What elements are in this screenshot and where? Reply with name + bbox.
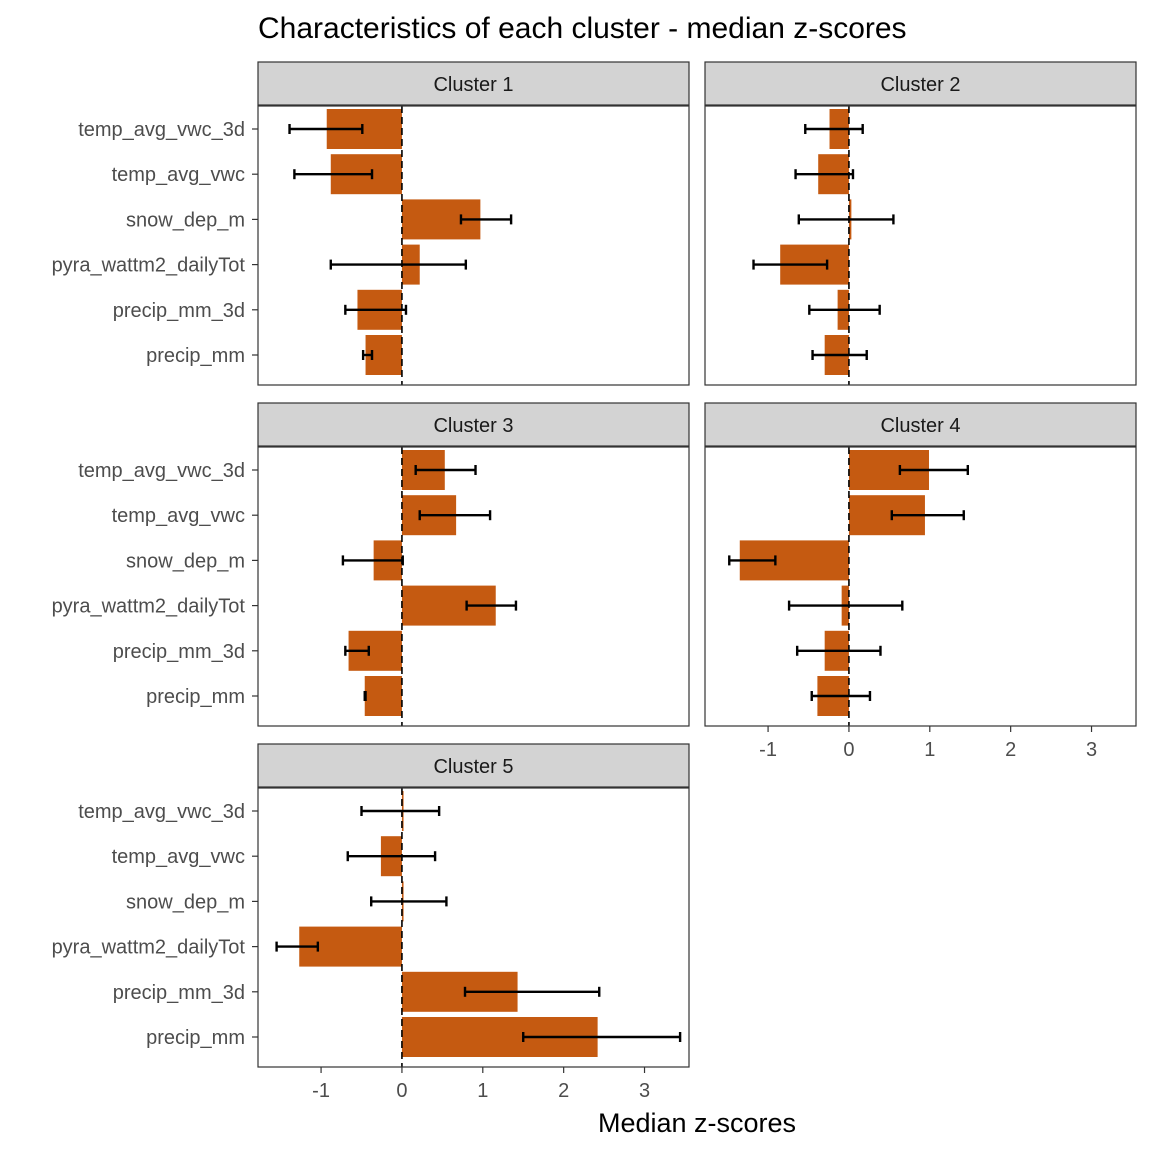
- error-bar: [797, 214, 895, 225]
- facet-strip: [257, 61, 690, 106]
- x-tick-label: -1: [759, 739, 777, 761]
- y-tick-label: precip_mm: [146, 686, 245, 708]
- y-tick-label: temp_avg_vwc_3d: [78, 801, 245, 823]
- facet-strip-label: Cluster 4: [880, 415, 960, 437]
- error-bar: [344, 645, 370, 656]
- facets-layer: Cluster 1temp_avg_vwc_3dtemp_avg_vwcsnow…: [52, 61, 1137, 1068]
- error-bar: [728, 555, 777, 566]
- facet-strip-label: Cluster 3: [433, 415, 513, 437]
- facet-panel-background: [258, 106, 689, 385]
- y-tick-label: temp_avg_vwc: [112, 505, 245, 527]
- y-tick-label: pyra_wattm2_dailyTot: [52, 255, 246, 277]
- facet-strip: [257, 402, 690, 447]
- error-bar: [522, 1032, 682, 1042]
- y-tick-label: precip_mm: [146, 1027, 245, 1049]
- y-tick-label: temp_avg_vwc: [112, 164, 245, 186]
- chart-title: Characteristics of each cluster - median…: [258, 12, 907, 45]
- facet-panel-border: [704, 446, 1137, 727]
- error-bar: [890, 510, 965, 521]
- x-tick-label: 3: [1086, 739, 1097, 761]
- y-tick-label: pyra_wattm2_dailyTot: [52, 596, 246, 618]
- facet-panel-border: [257, 787, 690, 1068]
- facet-panel-border: [257, 105, 690, 386]
- y-tick-label: precip_mm_3d: [113, 300, 245, 322]
- error-bar: [360, 806, 441, 816]
- x-tick-label: -1: [312, 1080, 330, 1102]
- error-bar: [418, 510, 492, 521]
- error-bar: [795, 645, 882, 656]
- facet-panel: Cluster 2: [704, 61, 1137, 386]
- y-tick-label: precip_mm_3d: [113, 982, 245, 1004]
- x-tick-label: 1: [477, 1080, 488, 1102]
- x-axis-title: Median z-scores: [598, 1108, 796, 1138]
- error-bar: [329, 259, 468, 270]
- error-bar: [341, 555, 404, 566]
- bar: [364, 676, 402, 716]
- error-bar: [752, 259, 829, 270]
- facet-strip: [704, 61, 1137, 106]
- error-bar: [459, 214, 513, 225]
- facet-panel: Cluster 4: [704, 402, 1137, 727]
- error-bar: [363, 691, 367, 701]
- error-bar: [787, 600, 904, 611]
- facet-strip-label: Cluster 5: [433, 756, 513, 778]
- error-bar: [808, 304, 881, 315]
- facet-panel-background: [705, 106, 1136, 385]
- x-tick-label: 0: [843, 739, 854, 761]
- error-bar: [346, 851, 437, 862]
- y-tick-label: snow_dep_m: [126, 550, 245, 572]
- y-tick-label: precip_mm_3d: [113, 641, 245, 663]
- y-tick-label: temp_avg_vwc_3d: [78, 119, 245, 141]
- y-tick-label: snow_dep_m: [126, 209, 245, 231]
- x-axes-layer: -1 0 1 2 3 -1 0 1 2 3: [312, 726, 1097, 1102]
- facet-panel: Cluster 1 temp_avg_vwc_3d temp_avg_vwcsnow…: [52, 61, 690, 386]
- x-tick-label: 2: [558, 1080, 569, 1102]
- facet-panel: Cluster 5 temp_avg_vwc_3d temp_avg_vwcsnow…: [52, 743, 690, 1068]
- facet-panel-border: [257, 446, 690, 727]
- error-bar: [361, 350, 374, 360]
- error-bar: [811, 350, 868, 360]
- y-tick-label: precip_mm: [146, 345, 245, 367]
- error-bar: [463, 986, 601, 997]
- x-tick-label: 0: [396, 1080, 407, 1102]
- facet-strip: [704, 402, 1137, 447]
- y-tick-label: pyra_wattm2_dailyTot: [52, 937, 246, 959]
- error-bar: [288, 124, 364, 134]
- error-bar: [275, 941, 320, 952]
- x-tick-label: 1: [924, 739, 935, 761]
- error-bar: [794, 169, 855, 180]
- error-bar: [810, 691, 872, 701]
- x-tick-label: 3: [639, 1080, 650, 1102]
- y-tick-label: snow_dep_m: [126, 891, 245, 913]
- error-bar: [898, 465, 970, 475]
- error-bar: [804, 124, 864, 134]
- error-bar: [293, 169, 374, 180]
- facet-strip: [257, 743, 690, 788]
- facet-strip-label: Cluster 1: [433, 74, 513, 96]
- x-tick-label: 2: [1005, 739, 1016, 761]
- error-bar: [370, 896, 448, 907]
- facet-panel-border: [704, 105, 1137, 386]
- error-bar: [465, 600, 518, 611]
- facet-strip-label: Cluster 2: [880, 74, 960, 96]
- y-tick-label: temp_avg_vwc: [112, 846, 245, 868]
- facet-panel-background: [705, 447, 1136, 726]
- facet-panel: Cluster 3 temp_avg_vwc_3d temp_avg_vwcsnow…: [52, 402, 690, 727]
- error-bar: [414, 465, 477, 475]
- y-tick-label: temp_avg_vwc_3d: [78, 460, 245, 482]
- error-bar: [344, 304, 408, 315]
